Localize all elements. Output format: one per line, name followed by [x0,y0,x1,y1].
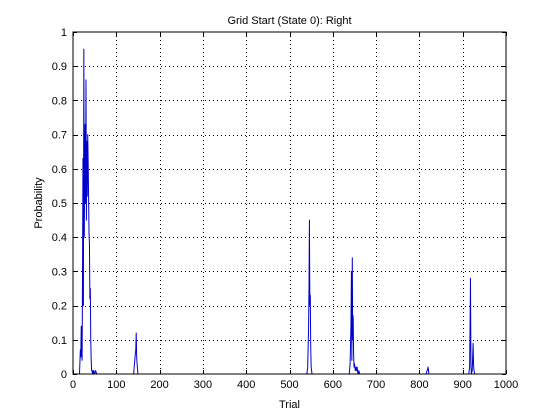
x-tick-label: 700 [367,379,385,391]
y-tick-label: 0.4 [52,232,67,244]
x-tick-label: 300 [194,379,212,391]
y-tick-label: 0.6 [52,164,67,176]
x-axis-label: Trial [279,399,300,411]
y-axis-label: Probability [33,177,45,229]
y-tick-label: 0.7 [52,130,67,142]
x-tick-label: 400 [237,379,255,391]
x-tick-label: 500 [280,379,298,391]
y-tick-label: 0.3 [52,266,67,278]
y-tick-label: 0.5 [52,198,67,210]
x-tick-label: 1000 [494,379,518,391]
x-tick-label: 800 [410,379,428,391]
y-tick-label: 0.2 [52,301,67,313]
grid [73,32,506,374]
x-tick-label: 100 [107,379,125,391]
y-tick-label: 1 [61,27,67,39]
x-tick-label: 600 [324,379,342,391]
ticks: 0 100 200 300 400 500 600 700 800 900 1000 0 0.1 0.2 0… [52,27,519,391]
y-tick-label: 0.1 [52,335,67,347]
y-tick-label: 0.9 [52,61,67,73]
chart-title: Grid Start (State 0): Right [227,15,351,27]
y-tick-label: 0 [61,369,67,381]
x-tick-label: 200 [150,379,168,391]
x-tick-label: 0 [70,379,76,391]
x-tick-label: 900 [454,379,472,391]
y-tick-label: 0.8 [52,95,67,107]
